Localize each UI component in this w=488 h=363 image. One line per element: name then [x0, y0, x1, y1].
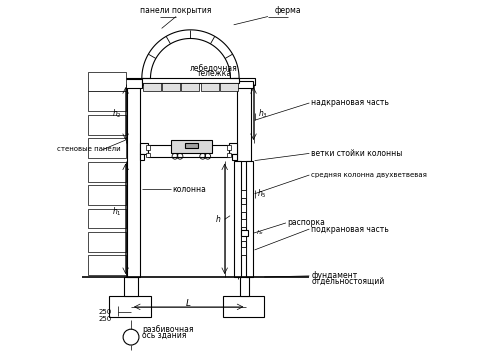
- Bar: [127, 81, 140, 277]
- Bar: [109, 296, 150, 317]
- Bar: [142, 83, 160, 91]
- Bar: [241, 233, 246, 241]
- Bar: [88, 72, 126, 91]
- Bar: [220, 83, 238, 91]
- Text: $h$: $h$: [214, 213, 221, 224]
- Bar: [88, 185, 126, 205]
- Bar: [185, 143, 197, 148]
- Text: стеновые панели: стеновые панели: [57, 146, 121, 152]
- Text: фундамент: фундамент: [310, 271, 357, 280]
- Text: $h_3$: $h_3$: [257, 107, 267, 120]
- Bar: [148, 146, 229, 157]
- Bar: [125, 79, 142, 88]
- Text: разбивочная: разбивочная: [142, 325, 193, 334]
- Bar: [241, 190, 246, 198]
- Bar: [124, 78, 142, 85]
- Bar: [234, 81, 253, 88]
- Text: 250: 250: [98, 316, 111, 322]
- Bar: [232, 155, 236, 160]
- Text: ферма: ферма: [274, 6, 301, 15]
- Bar: [146, 153, 150, 157]
- Text: $L$: $L$: [185, 297, 191, 308]
- Text: колонна: колонна: [172, 185, 206, 194]
- Bar: [226, 146, 231, 150]
- Text: ось здания: ось здания: [142, 331, 186, 340]
- Text: ветки стойки колонны: ветки стойки колонны: [310, 149, 402, 158]
- Bar: [236, 81, 250, 160]
- Text: панели покрытия: панели покрытия: [140, 6, 211, 15]
- Text: надкрановая часть: надкрановая часть: [310, 98, 388, 107]
- Text: тележка: тележка: [196, 69, 231, 78]
- Bar: [226, 153, 231, 157]
- Bar: [170, 140, 212, 154]
- Bar: [88, 138, 126, 158]
- Bar: [232, 78, 254, 85]
- Bar: [241, 248, 246, 255]
- Bar: [229, 143, 236, 155]
- Text: подкрановая часть: подкрановая часть: [310, 225, 388, 233]
- Bar: [88, 232, 126, 252]
- Bar: [140, 155, 144, 160]
- Text: отдельностоящий: отдельностоящий: [310, 277, 384, 286]
- Text: $h_5$: $h_5$: [257, 188, 266, 200]
- Bar: [246, 160, 252, 277]
- Bar: [234, 160, 241, 277]
- Bar: [88, 91, 126, 111]
- Bar: [88, 255, 126, 275]
- Text: распорка: распорка: [287, 219, 325, 228]
- Bar: [201, 83, 219, 91]
- Text: лебедочная: лебедочная: [190, 65, 237, 73]
- Text: $h_2$: $h_2$: [111, 107, 121, 120]
- Bar: [241, 204, 246, 212]
- Bar: [146, 146, 150, 150]
- Text: 250: 250: [98, 309, 111, 315]
- Bar: [140, 143, 148, 155]
- Bar: [223, 296, 264, 317]
- Bar: [162, 83, 180, 91]
- Bar: [88, 115, 126, 135]
- Text: средняя колонна двухветвевая: средняя колонна двухветвевая: [310, 172, 426, 178]
- Bar: [142, 78, 239, 83]
- Text: $h_x$: $h_x$: [256, 229, 264, 237]
- Bar: [181, 83, 199, 91]
- Bar: [88, 208, 126, 228]
- Bar: [241, 230, 247, 236]
- Bar: [88, 162, 126, 182]
- Text: $h_1$: $h_1$: [111, 205, 121, 218]
- Bar: [241, 219, 246, 227]
- Bar: [123, 277, 137, 296]
- Bar: [240, 277, 249, 296]
